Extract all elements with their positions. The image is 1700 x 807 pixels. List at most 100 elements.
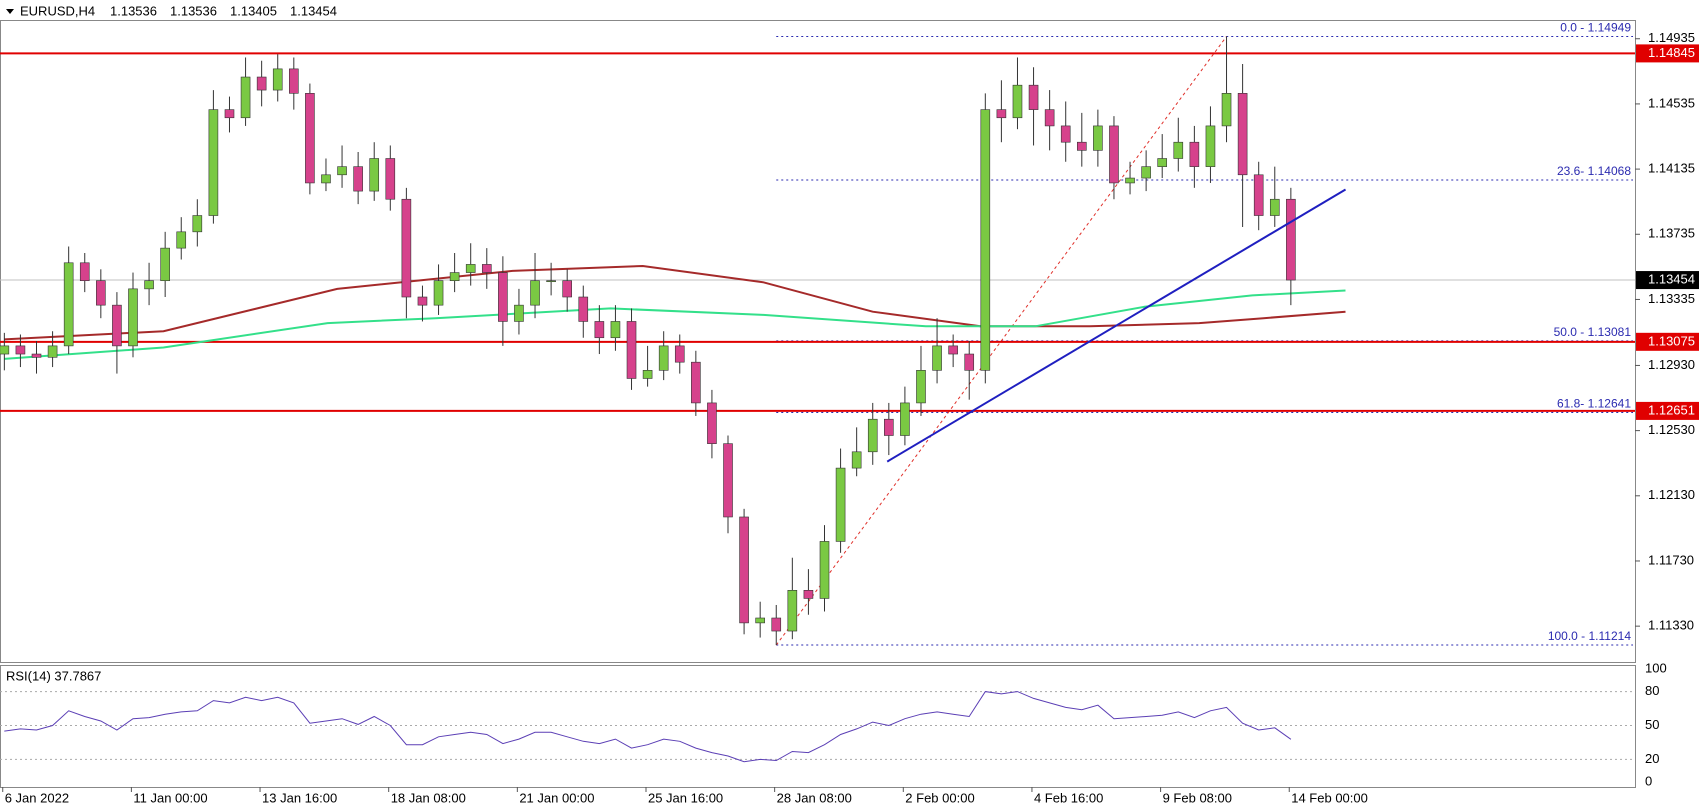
candle-body <box>305 93 315 184</box>
rsi-tick-label: 20 <box>1645 751 1659 766</box>
y-tick-label: 1.11730 <box>1648 552 1694 567</box>
candle-body <box>626 321 637 379</box>
candle-body <box>996 109 1007 119</box>
rsi-tick-label: 100 <box>1645 660 1667 675</box>
trendline <box>886 188 1347 463</box>
candle-body <box>0 345 10 355</box>
candle-body <box>884 418 894 436</box>
candle-body <box>642 370 653 379</box>
candle-body <box>112 304 122 347</box>
candle-body <box>144 280 154 290</box>
candle-body <box>256 76 267 91</box>
current-price-label: 1.13454 <box>1648 271 1695 286</box>
rsi-frame <box>0 665 1636 788</box>
candle-body <box>79 262 90 282</box>
candle-body <box>128 288 138 347</box>
x-tick-label: 25 Jan 16:00 <box>648 790 723 805</box>
x-tick-label: 28 Jan 08:00 <box>777 790 852 805</box>
candle-body <box>240 76 251 119</box>
candle-body <box>707 402 717 444</box>
candle-body <box>594 321 605 339</box>
ohlc-value: 1.13536 <box>170 3 217 18</box>
candle-body <box>465 264 476 273</box>
candle-body <box>401 198 412 298</box>
candle-body <box>1012 84 1023 119</box>
candle-body <box>755 617 765 624</box>
current-price-tag <box>1636 271 1699 290</box>
candle-body <box>433 280 444 306</box>
candle-body <box>1157 158 1168 167</box>
y-tick-label: 1.12530 <box>1648 422 1695 437</box>
candle-body <box>739 516 749 624</box>
candle-body <box>546 280 556 283</box>
candle-body <box>96 280 106 306</box>
y-tick-label: 1.13735 <box>1648 226 1695 241</box>
candle-body <box>160 247 170 282</box>
candle-body <box>514 304 524 322</box>
y-tick-label: 1.14535 <box>1648 95 1695 110</box>
candle-body <box>337 166 347 176</box>
moving-average <box>4 289 1346 360</box>
x-tick-label: 18 Jan 08:00 <box>391 790 466 805</box>
x-tick-label: 6 Jan 2022 <box>5 790 69 805</box>
fib-label: 0.0 - 1.14949 <box>1560 21 1631 35</box>
candle-body <box>224 109 235 119</box>
ohlc-value: 1.13405 <box>230 3 277 18</box>
ohlc-value: 1.13454 <box>290 3 337 18</box>
candle-body <box>353 166 363 192</box>
candle-body <box>417 296 428 306</box>
candle-body <box>835 467 846 542</box>
candle-body <box>1221 93 1232 127</box>
candle-body <box>289 68 299 94</box>
rsi-line <box>4 691 1292 763</box>
candle-body <box>1173 141 1184 159</box>
fib-label: 23.6- 1.14068 <box>1557 164 1631 178</box>
fib-label: 50.0 - 1.13081 <box>1554 325 1632 339</box>
candle-body <box>1269 198 1280 216</box>
candle-body <box>916 370 926 404</box>
price-tag <box>1636 401 1699 420</box>
moving-average <box>4 264 1346 341</box>
candle-body <box>47 345 58 358</box>
candle-body <box>1076 141 1087 151</box>
y-tick-label: 1.13335 <box>1648 291 1695 306</box>
ohlc-value: 1.13536 <box>110 3 157 18</box>
candle-body <box>1189 141 1200 167</box>
candle-body <box>498 272 508 322</box>
symbol: EURUSD,H4 <box>20 3 95 18</box>
candle-body <box>1109 125 1119 184</box>
candle-body <box>1205 125 1216 167</box>
candle-body <box>819 541 830 599</box>
candle-body <box>1237 93 1248 176</box>
candle-body <box>369 158 380 192</box>
candle-body <box>787 590 798 632</box>
rsi-tick-label: 0 <box>1645 773 1652 788</box>
price-tag-label: 1.14845 <box>1648 45 1695 60</box>
y-tick-label: 1.14935 <box>1648 30 1695 45</box>
rsi-tick-label: 80 <box>1645 683 1659 698</box>
candle-body <box>803 590 814 599</box>
candle-body <box>63 262 74 347</box>
candle-body <box>385 158 396 200</box>
candle-body <box>658 345 669 371</box>
x-tick-label: 11 Jan 00:00 <box>133 790 207 805</box>
candle-body <box>1286 198 1296 281</box>
menu-triangle <box>6 9 14 14</box>
price-tag <box>1636 332 1699 351</box>
candle-body <box>1125 177 1135 184</box>
candle-body <box>176 231 187 249</box>
candle-body <box>867 418 878 453</box>
fib-label: 100.0 - 1.11214 <box>1548 629 1632 643</box>
y-tick-label: 1.14135 <box>1648 161 1695 176</box>
candle-body <box>691 361 701 404</box>
y-tick-label: 1.11330 <box>1648 618 1694 633</box>
price-tag-label: 1.12651 <box>1648 402 1695 417</box>
price-tag-label: 1.13075 <box>1648 333 1695 348</box>
candle-body <box>851 451 862 469</box>
candle-body <box>562 280 572 298</box>
fib-line <box>775 36 1227 646</box>
x-tick-label: 9 Feb 08:00 <box>1163 790 1232 805</box>
x-tick-label: 21 Jan 00:00 <box>519 790 594 805</box>
